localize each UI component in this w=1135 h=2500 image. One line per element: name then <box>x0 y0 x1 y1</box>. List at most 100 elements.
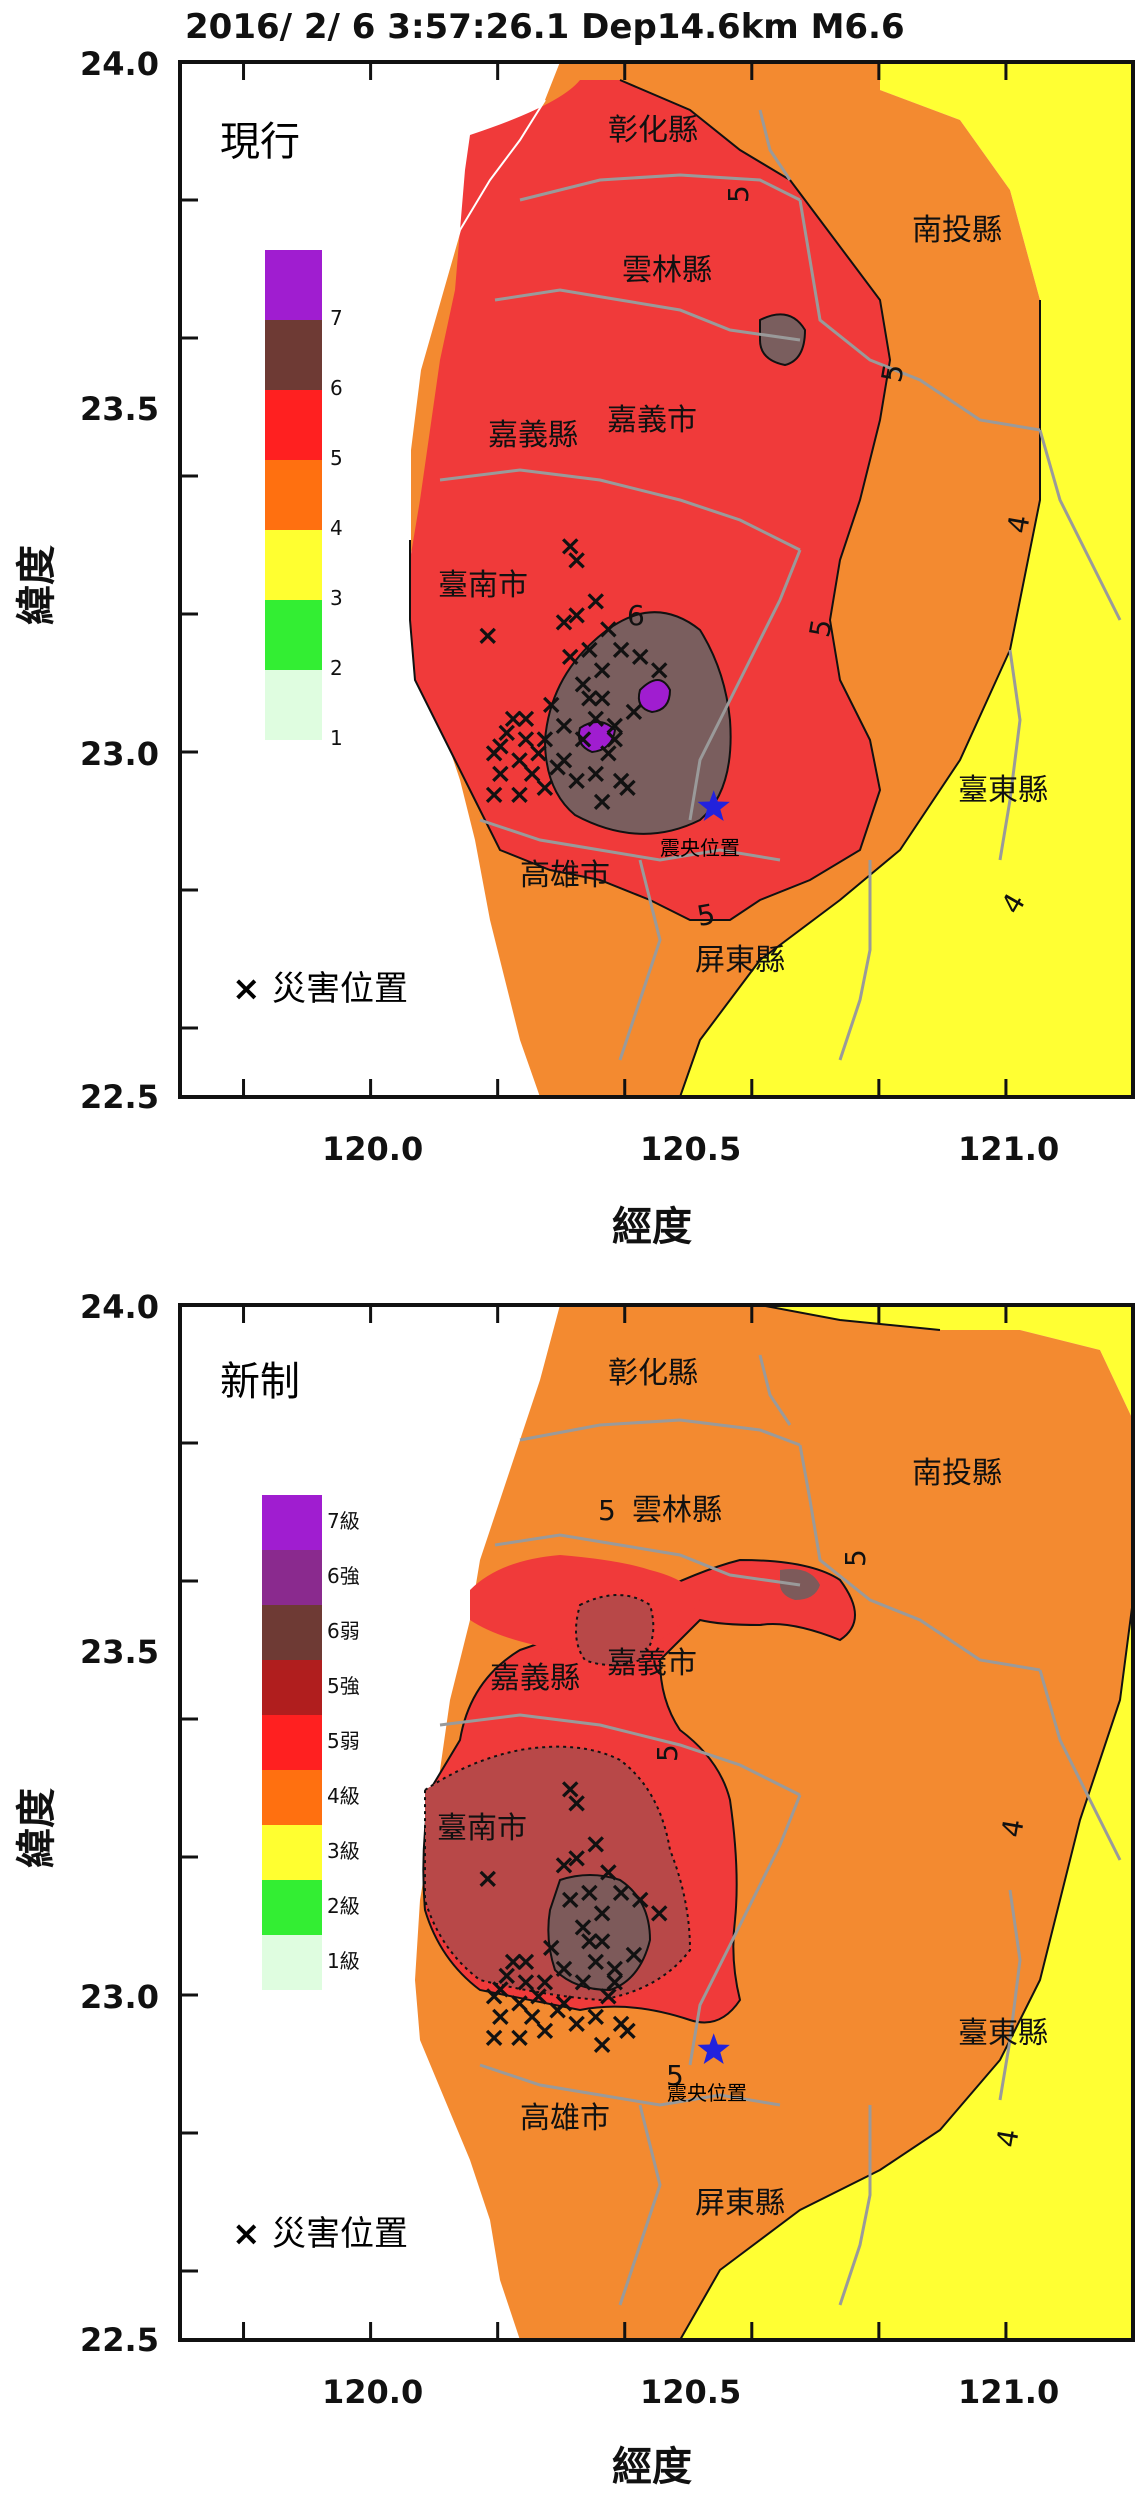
contour-label: 4 <box>1001 513 1037 536</box>
damage-marker: × <box>565 1841 588 1874</box>
y-tick-label: 23.0 <box>80 735 159 773</box>
legend-swatch-5-weak <box>262 1715 322 1770</box>
damage-marker: × <box>603 722 626 755</box>
contour-label: 5 <box>598 1494 616 1527</box>
panel-title: 現行 <box>220 119 300 165</box>
damage-marker: × <box>597 612 620 645</box>
epicenter-label: 震央位置 <box>660 836 740 860</box>
damage-legend-label: 災害位置 <box>272 2214 408 2254</box>
damage-marker: × <box>546 1993 569 2026</box>
damage-marker: × <box>584 702 607 735</box>
contour-labels: 5 5 5 4 4 5 <box>598 1494 1031 2150</box>
damage-marker: × <box>590 1924 613 1957</box>
damage-marker: × <box>565 2007 588 2040</box>
damage-marker: × <box>482 2020 505 2053</box>
region-label: 雲林縣 <box>622 253 712 288</box>
axis-ticks <box>180 62 1008 1097</box>
damage-marker: × <box>482 1979 505 2012</box>
y-axis-label: 緯度 <box>14 545 60 625</box>
damage-marker: × <box>609 1876 632 1909</box>
damage-marker: × <box>571 722 594 755</box>
x-axis-label: 經度 <box>612 2444 692 2490</box>
damage-legend-marker: × <box>232 2214 261 2254</box>
damage-marker: × <box>476 619 499 652</box>
zone-level-3-east <box>680 62 1133 1097</box>
contour-label: 5 <box>651 1744 684 1762</box>
damage-marker: × <box>603 1951 626 1984</box>
damage-marker: × <box>508 743 531 776</box>
damage-marker: × <box>501 1945 524 1978</box>
legend-swatch-3 <box>265 530 322 600</box>
epicenter-star-icon <box>697 2033 730 2064</box>
contour-label: 4 <box>990 2127 1026 2150</box>
intensity-legend: 7 6 5 4 3 2 1 <box>265 250 343 750</box>
damage-marker: × <box>552 605 575 638</box>
map-panel-new: 7級 6強 6弱 5強 5弱 4級 3級 2級 1級 新制 彰化縣 雲林縣 南投… <box>14 1288 1135 2490</box>
damage-marker: × <box>584 2000 607 2033</box>
epicenter-label: 震央位置 <box>667 2081 747 2105</box>
damage-marker: × <box>552 1986 575 2019</box>
region-label: 南投縣 <box>912 213 1002 248</box>
damage-marker: × <box>590 2027 613 2060</box>
legend-swatch-7 <box>265 250 322 320</box>
region-label: 臺東縣 <box>958 773 1048 808</box>
damage-marker: × <box>489 1972 512 2005</box>
zone-level-5-strong-north <box>575 1594 655 1666</box>
legend-label: 2 <box>330 656 343 680</box>
zone-level-7-a <box>637 679 672 714</box>
legend-swatch-6 <box>265 320 322 390</box>
y-tick-labels: 24.0 23.5 23.0 22.5 <box>80 1288 159 2359</box>
intensity-legend: 7級 6強 6弱 5強 5弱 4級 3級 2級 1級 <box>262 1495 360 1990</box>
damage-marker: × <box>559 529 582 562</box>
damage-marker: × <box>501 702 524 735</box>
x-tick-labels: 120.0 120.5 121.0 <box>322 1130 1059 1168</box>
legend-label: 5強 <box>327 1674 360 1698</box>
damage-marker: × <box>552 708 575 741</box>
legend-label: 4級 <box>327 1784 360 1808</box>
y-tick-label: 23.0 <box>80 1978 159 2016</box>
damage-marker: × <box>565 598 588 631</box>
legend-label: 5弱 <box>327 1729 360 1753</box>
damage-marker: × <box>533 722 556 755</box>
damage-marker: × <box>514 702 537 735</box>
region-label: 臺東縣 <box>958 2016 1048 2051</box>
damage-marker: × <box>578 633 601 666</box>
axis-ticks <box>180 1305 1008 2340</box>
damage-marker: × <box>520 2000 543 2033</box>
epicenter-marker <box>697 790 730 821</box>
damage-marker: × <box>590 784 613 817</box>
legend-label: 1 <box>330 726 343 750</box>
legend-label: 7級 <box>327 1509 360 1533</box>
legend-label: 6 <box>330 376 343 400</box>
zone-level-6 <box>543 611 732 835</box>
legend-swatch-4 <box>265 460 322 530</box>
region-labels: 彰化縣 南投縣 雲林縣 嘉義縣 嘉義市 臺南市 臺東縣 高雄市 屏東縣 <box>438 113 1048 978</box>
contour-label: 4 <box>995 1817 1031 1840</box>
region-label: 嘉義市 <box>607 1646 697 1681</box>
damage-marker: × <box>609 2007 632 2040</box>
damage-marker: × <box>476 1862 499 1895</box>
panel-title: 新制 <box>220 1359 300 1405</box>
zone-level-7-b <box>577 721 617 754</box>
region-label: 彰化縣 <box>608 113 698 148</box>
damage-marker: × <box>482 777 505 810</box>
legend-label: 5 <box>330 446 343 470</box>
legend-label: 7 <box>330 306 343 330</box>
plot-frame <box>178 1303 1135 2342</box>
damage-marker: × <box>565 764 588 797</box>
contour-label: 5 <box>839 1549 872 1567</box>
damage-marker: × <box>527 736 550 769</box>
contour-label: 5 <box>666 2059 684 2092</box>
damage-legend-marker: × <box>232 969 261 1009</box>
damage-marker: × <box>584 757 607 790</box>
damage-marker: × <box>495 1958 518 1991</box>
damage-marker: × <box>489 757 512 790</box>
legend-label: 4 <box>330 516 343 540</box>
contour-label: 5 <box>694 897 717 933</box>
x-tick-label: 120.5 <box>640 1130 741 1168</box>
damage-marker: × <box>590 653 613 686</box>
y-axis-label: 緯度 <box>14 1788 60 1868</box>
county-boundaries <box>439 109 1122 1061</box>
y-tick-labels: 24.0 23.5 23.0 22.5 <box>80 45 159 1116</box>
y-tick-label: 22.5 <box>80 2321 159 2359</box>
